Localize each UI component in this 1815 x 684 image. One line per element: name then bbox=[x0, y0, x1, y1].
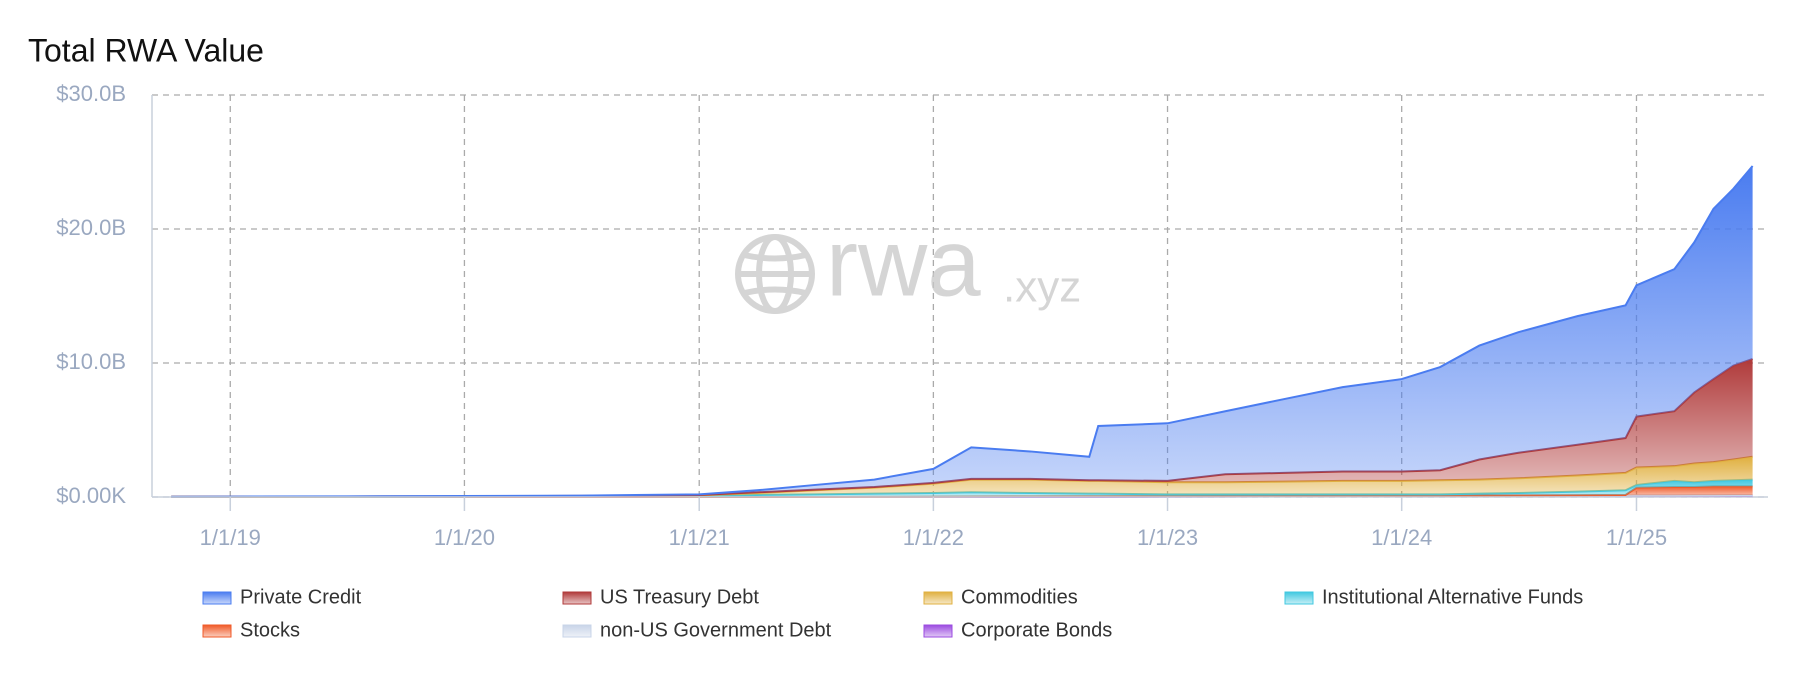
x-tick-label: 1/1/22 bbox=[903, 525, 964, 550]
legend-swatch bbox=[562, 591, 592, 605]
watermark: rwa .xyz bbox=[735, 209, 1081, 316]
legend-swatch bbox=[202, 624, 232, 638]
chart-title: Total RWA Value bbox=[28, 32, 264, 68]
legend-label: Corporate Bonds bbox=[961, 619, 1112, 641]
legend: Private Credit US Treasury Debt Commoditie… bbox=[202, 586, 1583, 641]
x-tick-label: 1/1/20 bbox=[434, 525, 495, 550]
area bbox=[171, 166, 1753, 497]
area bbox=[171, 456, 1753, 497]
legend-label: Commodities bbox=[961, 586, 1078, 608]
watermark-main: rwa bbox=[826, 209, 981, 316]
x-tick-label: 1/1/24 bbox=[1371, 525, 1432, 550]
legend-label: US Treasury Debt bbox=[600, 586, 759, 608]
legend-label: Private Credit bbox=[240, 586, 362, 608]
legend-label: non-US Government Debt bbox=[600, 619, 832, 641]
y-tick-label: $0.00K bbox=[56, 483, 126, 508]
y-tick-label: $10.0B bbox=[56, 349, 126, 374]
y-tick-label: $20.0B bbox=[56, 215, 126, 240]
legend-swatch bbox=[923, 591, 953, 605]
watermark-suffix: .xyz bbox=[1003, 263, 1081, 312]
legend-swatch bbox=[923, 624, 953, 638]
x-tick-label: 1/1/25 bbox=[1606, 525, 1667, 550]
x-tick-label: 1/1/19 bbox=[200, 525, 261, 550]
legend-swatch bbox=[202, 591, 232, 605]
area bbox=[171, 479, 1753, 497]
legend-swatch bbox=[1284, 591, 1314, 605]
y-tick-label: $30.0B bbox=[56, 81, 126, 106]
legend-label: Institutional Alternative Funds bbox=[1322, 586, 1583, 608]
legend-label: Stocks bbox=[240, 619, 300, 641]
area-edge bbox=[171, 165, 1754, 498]
watermark-globe bbox=[735, 234, 815, 314]
legend-swatch bbox=[562, 624, 592, 638]
x-tick-label: 1/1/23 bbox=[1137, 525, 1198, 550]
axes: $0.00K $10.0B $20.0B $30.0B 1/1/19 1/1/20 1/1/… bbox=[56, 81, 1768, 550]
x-tick-label: 1/1/21 bbox=[669, 525, 730, 550]
